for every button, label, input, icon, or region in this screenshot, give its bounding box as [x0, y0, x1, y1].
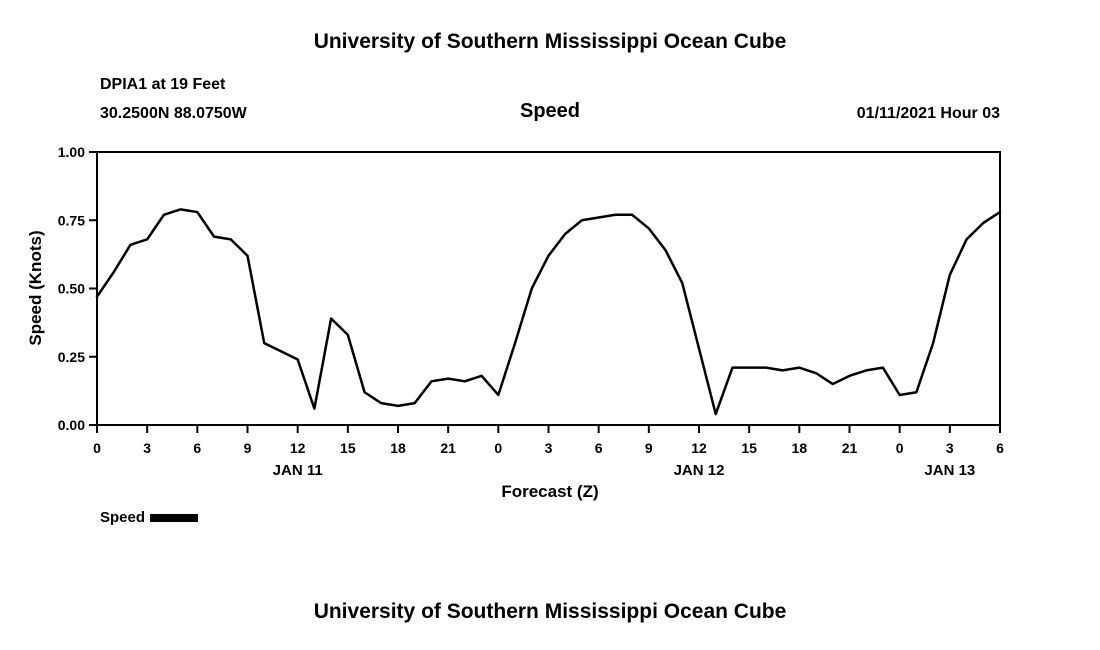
- legend-line-swatch: [150, 513, 199, 522]
- speed-chart: 0.00 0.25 0.50 0.75 1.00 0 3 6 9 12 15 18 21 0 3 6 9 12 15…: [58, 144, 1004, 479]
- y-tick-label: 1.00: [58, 144, 85, 160]
- x-tick-label: 15: [340, 440, 356, 456]
- x-tick-label: 9: [244, 440, 252, 456]
- x-tick-label: 3: [946, 440, 954, 456]
- x-tick-label: 6: [595, 440, 603, 456]
- x-tick-label: 0: [896, 440, 904, 456]
- day-label: JAN 11: [273, 462, 323, 479]
- x-tick-label: 21: [440, 440, 456, 456]
- x-tick-label: 12: [691, 440, 707, 456]
- x-tick-label: 12: [290, 440, 306, 456]
- plot-title: Speed: [519, 100, 581, 122]
- day-label: JAN 13: [924, 462, 975, 479]
- legend-label: Speed: [100, 509, 146, 526]
- coordinates-label: 30.2500N 88.0750W: [100, 105, 247, 122]
- day-label: JAN 12: [674, 462, 725, 479]
- y-tick-label: 0.00: [58, 417, 85, 433]
- legend: Speed: [100, 509, 199, 526]
- y-tick-label: 0.25: [58, 349, 85, 365]
- x-tick-label: 18: [792, 440, 808, 456]
- speed-line: [95, 208, 1002, 416]
- x-tick-label: 0: [494, 440, 502, 456]
- x-axis-label: Forecast (Z): [501, 482, 599, 501]
- x-tick-label: 15: [741, 440, 757, 456]
- page-title-top: University of Southern Mississippi Ocean…: [313, 30, 787, 53]
- x-tick-label: 3: [143, 440, 151, 456]
- forecast-datetime-label: 01/11/2021 Hour 03: [856, 105, 1000, 122]
- y-tick-label: 0.50: [58, 281, 85, 297]
- x-tick-label: 0: [93, 440, 101, 456]
- y-tick-label: 0.75: [58, 212, 85, 228]
- plot-border: [96, 151, 1001, 426]
- x-tick-label: 21: [842, 440, 858, 456]
- page-title-bottom: University of Southern Mississippi Ocean…: [313, 600, 787, 623]
- x-tick-label: 9: [645, 440, 653, 456]
- x-tick-label: 3: [545, 440, 553, 456]
- x-tick-label: 6: [996, 440, 1004, 456]
- station-label: DPIA1 at 19 Feet: [100, 76, 226, 93]
- x-tick-label: 6: [193, 440, 201, 456]
- x-tick-label: 18: [390, 440, 406, 456]
